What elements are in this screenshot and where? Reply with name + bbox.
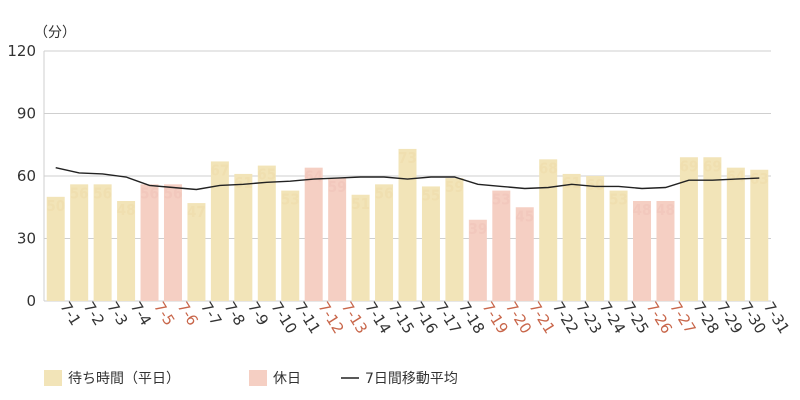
legend-label: 7日間移動平均 — [365, 371, 458, 387]
bar-value-label: 65 — [257, 166, 276, 184]
weekday-bar — [421, 186, 440, 301]
bar-value-label: 45 — [515, 207, 534, 225]
weekday-bar — [703, 157, 722, 301]
weekday-bar — [679, 157, 698, 301]
y-axis-tick-labels: 0 30 60 90 120 — [7, 42, 36, 310]
bar-value-label: 56 — [140, 184, 159, 202]
weekday-bar — [234, 173, 253, 301]
bar-value-label: 61 — [562, 174, 581, 192]
bar-value-label: 48 — [633, 201, 652, 219]
holiday-bar — [328, 178, 347, 301]
weekday-bar — [586, 176, 605, 301]
bar-value-label: 73 — [398, 149, 417, 167]
bar-value-label: 64 — [304, 168, 323, 186]
weekday-bar — [210, 161, 229, 301]
y-axis-unit-label: （分） — [34, 25, 76, 41]
x-date-label: 7-31 — [760, 299, 793, 337]
x-date-label: 7-3 — [103, 299, 131, 329]
bar-value-label: 39 — [468, 220, 487, 238]
bar-value-label: 69 — [680, 157, 699, 175]
weekday-bar — [398, 148, 417, 301]
weekday-bar — [562, 173, 581, 301]
weekday-bar — [281, 190, 300, 301]
y-tick-label: 120 — [7, 42, 36, 60]
legend-swatch — [44, 370, 62, 386]
x-date-label: 7-8 — [220, 299, 248, 329]
legend-label: 休日 — [273, 371, 301, 387]
bar-value-label: 53 — [281, 191, 300, 209]
bar-value-label: 61 — [234, 174, 253, 192]
legend-swatch — [249, 370, 267, 386]
weekday-bar — [539, 159, 558, 301]
bar-value-label: 64 — [726, 168, 745, 186]
weekday-bar — [375, 184, 394, 301]
x-axis-date-labels: 7-17-27-37-47-57-67-77-87-97-107-117-127… — [56, 299, 793, 337]
bar-value-label: 69 — [703, 157, 722, 175]
x-date-label: 7-2 — [80, 299, 108, 329]
bar-value-label: 59 — [445, 178, 464, 196]
x-date-label: 7-4 — [127, 299, 155, 329]
bar-value-label: 53 — [609, 191, 628, 209]
weekday-bar — [445, 178, 464, 301]
x-date-label: 7-5 — [150, 299, 178, 329]
bar-value-label: 47 — [187, 203, 206, 221]
holiday-bar — [304, 167, 323, 301]
bar-value-label: 55 — [422, 186, 441, 204]
bar-value-label: 60 — [586, 176, 605, 194]
bar-value-label: 50 — [46, 197, 65, 215]
weekday-bar — [117, 201, 136, 301]
y-tick-label: 60 — [17, 167, 36, 185]
bar-series — [46, 148, 769, 301]
weekday-bar — [46, 196, 65, 301]
y-tick-label: 30 — [17, 230, 36, 248]
x-date-label: 7-1 — [56, 299, 84, 329]
y-tick-label: 90 — [17, 105, 36, 123]
holiday-bar — [633, 201, 652, 301]
x-date-label: 7-7 — [197, 299, 225, 329]
bar-value-label: 68 — [539, 159, 558, 177]
holiday-bar — [163, 184, 182, 301]
bar-value-label: 48 — [117, 201, 136, 219]
weekday-bar — [750, 169, 769, 301]
bar-value-label: 56 — [70, 184, 89, 202]
legend: 待ち時間（平日） 休日 7日間移動平均 — [44, 370, 458, 387]
bar-value-label: 56 — [93, 184, 112, 202]
bar-value-label: 48 — [656, 201, 675, 219]
weekday-bar — [351, 194, 370, 301]
bar-value-label: 51 — [351, 195, 370, 213]
bar-value-label: 59 — [328, 178, 347, 196]
weekday-bar — [93, 184, 112, 301]
bar-value-label: 67 — [210, 161, 229, 179]
legend-label: 待ち時間（平日） — [68, 371, 180, 387]
weekday-bar — [609, 190, 628, 301]
moving-average-series — [55, 167, 760, 191]
weekday-bar — [187, 203, 206, 301]
holiday-bar — [515, 207, 534, 301]
weekday-bar — [726, 167, 745, 301]
holiday-bar — [140, 184, 159, 301]
holiday-bar — [468, 219, 487, 301]
holiday-bar — [656, 201, 675, 301]
bar-value-label: 56 — [375, 184, 394, 202]
x-date-label: 7-6 — [174, 299, 202, 329]
holiday-bar — [492, 190, 511, 301]
weekday-bar — [257, 165, 276, 301]
moving-average-line — [55, 167, 760, 191]
y-tick-label: 0 — [26, 292, 36, 310]
weekday-bar — [70, 184, 89, 301]
bar-value-label: 53 — [492, 191, 511, 209]
bar-value-label: 56 — [164, 184, 183, 202]
x-date-label: 7-9 — [244, 299, 272, 329]
